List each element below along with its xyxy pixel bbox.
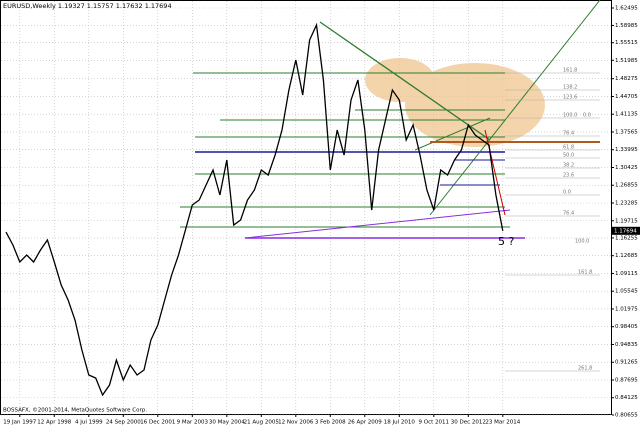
x-tick-label: 9 Oct 2011 [419,420,450,426]
annotation: 123.6 [563,95,577,101]
y-tick-label: 1.48275 [615,76,638,82]
y-tick-label: 1.41135 [615,112,638,118]
trend-line [429,0,601,216]
annotation: 61.8 [563,145,574,151]
fib-lines [505,72,600,372]
annotation: 50.0 [563,153,574,159]
annotation: 100.0 [575,239,589,245]
y-tick-label: 1.16255 [615,235,638,241]
y-tick-label: 0.80655 [615,413,638,419]
x-tick-label: 30 May 2004 [209,420,245,426]
y-tick-label: 0.87695 [615,377,638,383]
annotation: 100.0 [563,113,577,119]
x-tick-label: 30 Dec 2012 [451,420,486,426]
chart-title: EURUSD,Weekly 1.19327 1.15757 1.17632 1.… [3,2,172,10]
x-tick-label: 16 Dec 2001 [140,420,175,426]
zone [405,63,545,147]
copyright: BOSSAFX, ©2001-2014, MetaQuotes Software… [3,407,147,414]
y-tick-label: 1.51985 [615,58,638,64]
x-tick-label: 21 Aug 2005 [244,420,280,426]
y-tick-label: 1.30425 [615,165,638,171]
x-tick-label: 19 Jan 1997 [3,420,36,426]
y-tick-label: 1.55515 [615,40,638,46]
trend-line [244,209,511,239]
y-tick-label: 1.44705 [615,94,638,100]
y-tick-label: 1.23285 [615,200,638,206]
y-tick-label: 1.26855 [615,183,638,189]
x-tick-label: 3 Feb 2008 [315,420,346,426]
x-tick-label: 12 Nov 2006 [278,420,314,426]
x-tick-label: 24 Sep 2000 [106,420,141,426]
y-tick-label: 0.94835 [615,342,638,348]
annotation: 0.0 [583,113,591,119]
annotation: 0.0 [563,190,571,196]
y-tick-label: 1.37565 [615,129,638,135]
annotation: 38.2 [563,163,574,169]
annotation: 161.8 [563,68,577,74]
y-tick-label: 1.01975 [615,306,638,312]
y-tick-label: 0.98405 [615,324,638,330]
x-tick-label: 4 Jul 1999 [75,420,103,426]
y-tick-label: 1.62495 [615,6,638,12]
annotation: 76.4 [563,131,574,137]
trend-line [414,117,491,151]
last-price-label: 1.17694 [614,228,637,234]
y-tick-label: 0.91265 [615,360,638,366]
trend-line [319,21,491,141]
x-tick-label: 12 Apr 1998 [37,420,72,426]
last-price-box [612,226,640,235]
y-tick-label: 1.33995 [615,147,638,153]
x-tick-label: 9 Mar 2003 [177,420,209,426]
annotation: 161.8 [578,270,592,276]
y-tick-label: 1.19715 [615,218,638,224]
y-tick-label: 1.12685 [615,253,638,259]
x-tick-label: 23 Mar 2014 [485,420,520,426]
annotation: 76.4 [563,211,574,217]
annotation: 5 ? [498,235,514,248]
price-line [5,22,504,397]
y-tick-label: 1.58985 [615,23,638,29]
y-tick-label: 1.09115 [615,271,638,277]
annotation: 261.8 [578,366,592,372]
x-tick-label: 26 Apr 2009 [348,420,383,426]
y-tick-label: 0.84125 [615,395,638,401]
highlight-zones [365,58,545,147]
x-tick-label: 18 Jul 2010 [384,420,416,426]
annotation: 23.6 [563,173,574,179]
y-tick-label: 1.05545 [615,289,638,295]
annotation: 138.2 [563,85,577,91]
